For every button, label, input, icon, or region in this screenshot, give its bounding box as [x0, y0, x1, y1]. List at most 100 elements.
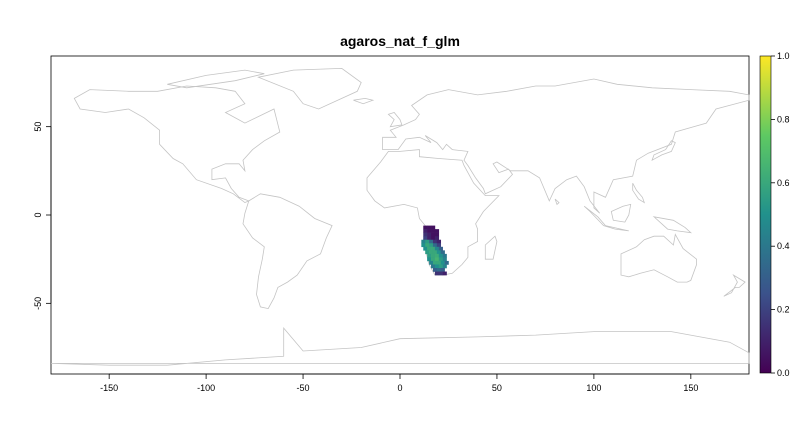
coast-japan	[651, 140, 676, 162]
x-tick-label: 50	[492, 383, 502, 393]
coast-antarctica	[50, 327, 750, 366]
raster-cell	[434, 229, 440, 233]
coast-south-america	[242, 193, 333, 310]
coast-borneo	[610, 203, 632, 223]
coast-new-zealand	[723, 273, 746, 297]
coast-indonesia	[583, 205, 629, 232]
raster-cell	[440, 250, 445, 255]
legend-tick-label: 1.0	[777, 51, 790, 61]
raster-cell	[432, 268, 438, 272]
raster-cell	[425, 243, 430, 248]
coast-europe-asia	[382, 78, 750, 214]
raster-cell	[421, 243, 426, 248]
raster-cell	[427, 257, 432, 262]
coast-britain	[387, 112, 403, 128]
raster-cell	[434, 246, 440, 251]
y-tick-label: 50	[33, 122, 43, 132]
x-tick-label: -100	[197, 383, 215, 393]
raster-cell	[425, 239, 430, 244]
raster-cell	[438, 271, 443, 276]
raster-cell	[432, 239, 438, 244]
raster-cell	[431, 229, 436, 233]
raster-cell	[436, 260, 442, 265]
raster-cell	[427, 253, 432, 258]
coast-new-guinea	[652, 216, 693, 234]
y-tick-label: -50	[33, 297, 43, 310]
prediction-raster	[421, 225, 449, 276]
raster-cell	[427, 232, 432, 237]
plot-frame	[50, 55, 750, 375]
raster-cell	[423, 232, 428, 237]
color-legend: 0.0 0.2 0.4 0.6 0.8 1.0	[759, 51, 790, 378]
raster-cell	[434, 271, 440, 276]
raster-cell	[431, 246, 436, 251]
world-coastlines	[50, 67, 750, 366]
raster-cell	[427, 246, 432, 251]
raster-cell	[438, 253, 443, 258]
raster-cell	[431, 264, 436, 269]
raster-cell	[436, 239, 442, 244]
legend-ticks: 0.0 0.2 0.4 0.6 0.8 1.0	[771, 51, 790, 378]
raster-cell	[423, 246, 428, 251]
x-tick-label: -50	[297, 383, 310, 393]
legend-colorbar	[759, 55, 772, 374]
raster-cell	[438, 246, 443, 251]
raster-cell	[442, 253, 447, 258]
coast-arctic-islands	[167, 69, 265, 89]
coast-madagascar	[484, 235, 498, 260]
raster-cell	[429, 243, 434, 248]
raster-cell	[438, 257, 443, 262]
raster-cell	[425, 250, 430, 255]
coast-australia	[620, 233, 697, 283]
x-axis: -150 -100 -50 0 50 100 150	[100, 373, 698, 393]
raster-cell	[442, 271, 447, 276]
raster-cell	[436, 268, 442, 272]
x-tick-label: 150	[683, 383, 698, 393]
raster-cell	[434, 253, 440, 258]
raster-cell	[436, 250, 442, 255]
raster-cell	[431, 236, 436, 241]
coast-north-america	[73, 85, 281, 204]
raster-cell	[432, 243, 438, 248]
raster-cell	[431, 225, 436, 230]
y-axis: -50 0 50	[33, 122, 52, 310]
coast-iceland	[353, 97, 375, 105]
coast-philippines	[632, 183, 646, 204]
raster-cell	[434, 257, 440, 262]
raster-cell	[436, 243, 442, 248]
x-tick-label: 0	[397, 383, 402, 393]
raster-cell	[429, 239, 434, 244]
legend-tick-label: 0.6	[777, 178, 790, 188]
raster-cell	[442, 264, 447, 269]
map-title: agaros_nat_f_glm	[340, 33, 460, 49]
raster-cell	[440, 268, 445, 272]
raster-cell	[434, 232, 440, 237]
raster-cell	[423, 225, 428, 230]
x-tick-label: -150	[100, 383, 118, 393]
legend-tick-label: 0.2	[777, 305, 790, 315]
coast-africa	[366, 149, 500, 276]
raster-cell	[431, 257, 436, 262]
raster-cell	[427, 225, 432, 230]
raster-cell	[429, 250, 434, 255]
raster-cell	[444, 260, 449, 265]
raster-cell	[423, 229, 428, 233]
legend-tick-label: 0.4	[777, 241, 790, 251]
y-tick-label: 0	[33, 212, 43, 217]
raster-cell	[431, 253, 436, 258]
raster-cell	[432, 250, 438, 255]
raster-cell	[432, 260, 438, 265]
map-panel	[50, 55, 750, 375]
raster-cell	[434, 236, 440, 241]
raster-cell	[421, 239, 426, 244]
raster-cell	[434, 264, 440, 269]
raster-cell	[427, 236, 432, 241]
raster-cell	[440, 260, 445, 265]
legend-tick-label: 0.0	[777, 368, 790, 378]
legend-tick-label: 0.8	[777, 114, 790, 124]
raster-cell	[431, 232, 436, 237]
x-tick-label: 100	[586, 383, 601, 393]
raster-cell	[427, 229, 432, 233]
raster-cell	[438, 264, 443, 269]
